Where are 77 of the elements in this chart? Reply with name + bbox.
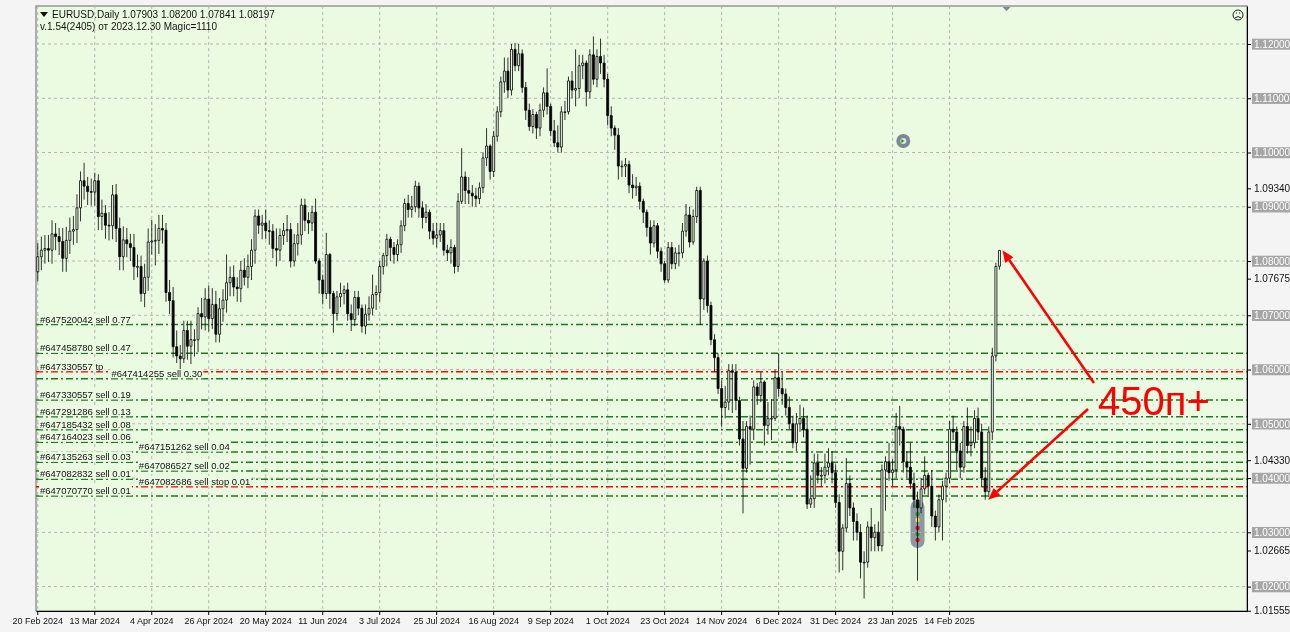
x-tick-label: 14 Nov 2024 bbox=[696, 616, 748, 627]
candlestick bbox=[214, 290, 218, 343]
candlestick bbox=[207, 285, 211, 332]
ref-line-label: #647414255 sell 0.30 bbox=[111, 367, 203, 379]
candlestick bbox=[132, 233, 136, 281]
x-tick-label: 11 Jun 2024 bbox=[298, 616, 348, 627]
candlestick bbox=[730, 363, 734, 414]
candlestick bbox=[389, 236, 392, 262]
x-tick-label: 1 Oct 2024 bbox=[585, 616, 630, 627]
candlestick bbox=[111, 184, 114, 240]
ref-line-label: #647135263 sell 0.03 bbox=[40, 451, 131, 463]
candlestick bbox=[185, 320, 189, 361]
candlestick bbox=[812, 453, 816, 509]
x-tick-label: 14 Feb 2025 bbox=[924, 616, 975, 627]
x-tick-label: 23 Oct 2024 bbox=[640, 616, 690, 627]
ref-line-label: #647330557 sell 0.19 bbox=[40, 388, 131, 400]
x-tick-label: 6 Dec 2024 bbox=[755, 616, 802, 627]
text: v.1.54(2405) от 2023.12.30 Magic=1110 bbox=[40, 21, 218, 32]
x-tick-label: 26 Apr 2024 bbox=[184, 616, 234, 627]
x-tick-label: 4 Apr 2024 bbox=[129, 616, 174, 627]
candlestick bbox=[239, 260, 243, 303]
candlestick bbox=[698, 186, 702, 326]
candlestick bbox=[435, 222, 439, 248]
y-tick-label: 1.06000 bbox=[1254, 364, 1290, 376]
ref-line-label: #647185432 sell 0.08 bbox=[40, 418, 131, 430]
ref-line-label: #647086527 sell 0.02 bbox=[138, 460, 230, 472]
ref-line-label: #647458780 sell 0.47 bbox=[40, 342, 131, 354]
candlestick bbox=[203, 287, 207, 331]
x-tick-label: 9 Sep 2024 bbox=[527, 616, 574, 627]
candlestick bbox=[574, 49, 578, 107]
candlestick bbox=[688, 206, 691, 248]
y2-tick-label: 1.02665 bbox=[1254, 545, 1290, 557]
x-tick-label: 23 Jan 2025 bbox=[867, 616, 918, 627]
candlestick bbox=[189, 320, 193, 365]
x-tick-label: 16 Aug 2024 bbox=[468, 616, 519, 627]
ref-line-label: #647070770 sell 0.01 bbox=[40, 484, 131, 496]
y2-tick-label: 1.09340 bbox=[1254, 183, 1290, 195]
ref-line-label: #647082832 sell 0.01 bbox=[40, 468, 131, 480]
x-tick-label: 3 Jul 2024 bbox=[358, 616, 401, 627]
candlestick bbox=[61, 227, 65, 273]
candlestick bbox=[96, 173, 100, 231]
y-tick-label: 1.12000 bbox=[1254, 38, 1290, 50]
candlestick bbox=[510, 43, 513, 96]
ref-line-label: #647291286 sell 0.13 bbox=[40, 405, 131, 417]
y2-tick-label: 1.04330 bbox=[1254, 454, 1290, 466]
candlestick bbox=[50, 219, 54, 265]
candlestick bbox=[392, 241, 396, 265]
ref-line-label: #647082686 sell stop 0.01 bbox=[138, 475, 251, 487]
ref-line-label: #647520042 sell 0.77 bbox=[40, 313, 131, 325]
x-tick-label: 20 Feb 2024 bbox=[12, 616, 64, 627]
annotation: 450п+ bbox=[1098, 379, 1210, 423]
ref-line-label: #647330557 tp bbox=[40, 360, 104, 372]
y-tick-label: 1.10000 bbox=[1254, 147, 1290, 159]
y-tick-label: 1.11000 bbox=[1254, 92, 1290, 104]
y-tick-label: 1.08000 bbox=[1254, 255, 1290, 267]
x-tick-label: 25 Jul 2024 bbox=[413, 616, 460, 627]
y-tick-label: 1.07000 bbox=[1254, 309, 1290, 321]
x-tick-label: 13 Mar 2024 bbox=[69, 616, 121, 627]
y2-tick-label: 1.07675 bbox=[1254, 273, 1290, 285]
candlestick bbox=[666, 241, 670, 284]
candlestick bbox=[559, 105, 563, 153]
y-tick-label: 1.02000 bbox=[1254, 581, 1290, 593]
y2-tick-label: 1.01555 bbox=[1254, 605, 1290, 617]
y-tick-label: 1.03000 bbox=[1254, 527, 1290, 539]
y-tick-label: 1.09000 bbox=[1254, 201, 1290, 213]
candlestick bbox=[104, 204, 107, 240]
y-tick-label: 1.04000 bbox=[1254, 472, 1290, 484]
candlestick bbox=[275, 228, 278, 267]
candlestick bbox=[616, 127, 620, 181]
ref-line-label: #647164023 sell 0.06 bbox=[40, 431, 131, 443]
x-tick-label: 20 May 2024 bbox=[239, 616, 292, 627]
y-tick-label: 1.05000 bbox=[1254, 418, 1290, 430]
candlestick bbox=[139, 255, 143, 303]
ref-line-label: #647151262 sell 0.04 bbox=[138, 441, 230, 453]
candlestick bbox=[353, 290, 357, 327]
chart-title: EURUSD.Daily 1.07903 1.08200 1.07841 1.08197 bbox=[52, 9, 276, 20]
x-tick-label: 31 Dec 2024 bbox=[810, 616, 862, 627]
